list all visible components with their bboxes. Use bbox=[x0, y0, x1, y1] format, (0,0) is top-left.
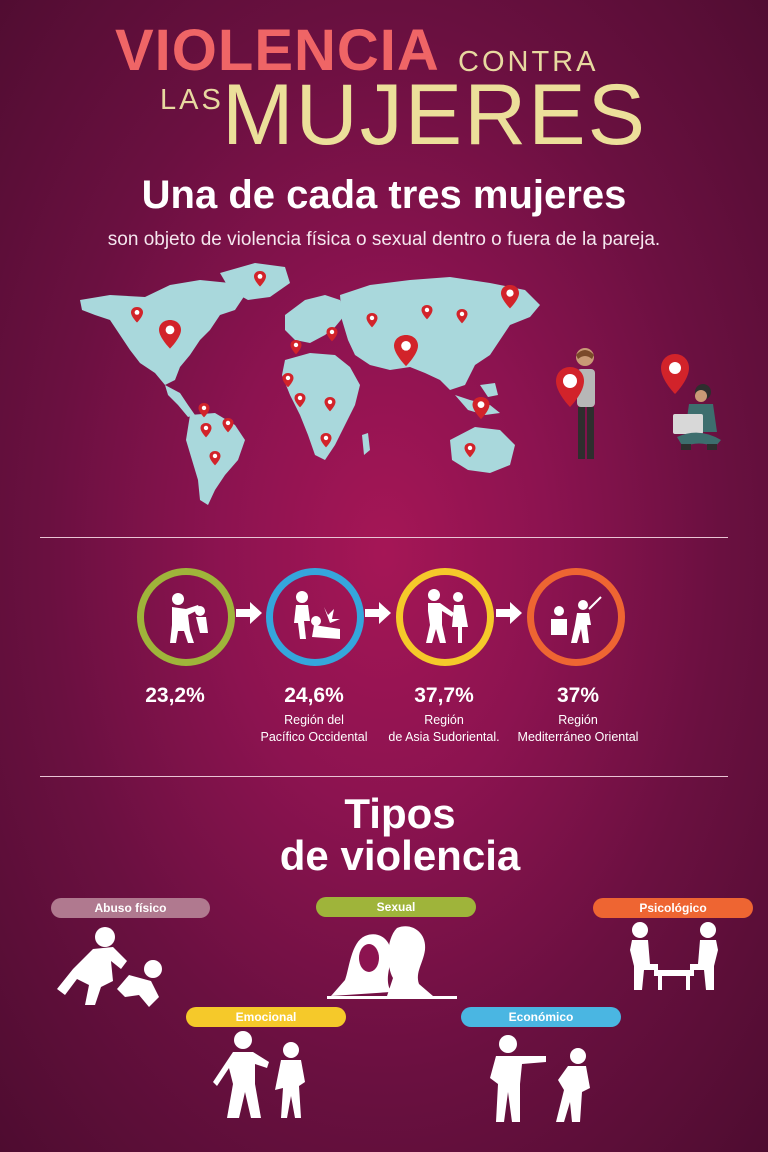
tipo-label-emocional: Emocional bbox=[186, 1007, 346, 1027]
divider-top bbox=[40, 537, 728, 538]
pulling-violence-icon bbox=[426, 589, 468, 643]
stat-value-1: 23,2% bbox=[145, 684, 205, 707]
physical-abuse-icon bbox=[57, 927, 162, 1007]
divider-bottom bbox=[40, 776, 728, 777]
stat-region-3-line1: Región bbox=[424, 713, 464, 727]
stat-ring-4 bbox=[527, 568, 625, 666]
stat-ring-3 bbox=[396, 568, 494, 666]
title-violencia: VIOLENCIA bbox=[115, 18, 440, 83]
tipos-title-line1: Tipos bbox=[344, 790, 456, 837]
tipo-label-abuso-fisico: Abuso físico bbox=[51, 898, 210, 918]
stat-region-4-line1: Región bbox=[558, 713, 598, 727]
headline: Una de cada tres mujeres bbox=[141, 173, 627, 217]
tipo-label-psicologico: Psicológico bbox=[593, 898, 753, 918]
world-map-icon bbox=[80, 263, 540, 505]
stat-value-4: 37% bbox=[556, 684, 600, 707]
physical-violence-icon bbox=[170, 593, 208, 643]
arrow-right-icon bbox=[236, 602, 262, 624]
tipos-title-line2: de violencia bbox=[279, 832, 521, 879]
stat-region-3-line2: de Asia Sudoriental. bbox=[388, 729, 500, 744]
stat-region-2-line2: Pacífico Occidental bbox=[260, 729, 368, 744]
economic-violence-icon bbox=[490, 1035, 590, 1122]
arrow-right-icon bbox=[365, 602, 391, 624]
stat-value-2: 24,6% bbox=[284, 684, 344, 707]
violence-kicking-icon bbox=[294, 591, 340, 639]
stat-region-4: Región Mediterráneo Oriental bbox=[493, 712, 663, 746]
emotional-violence-icon bbox=[213, 1031, 305, 1118]
subheadline: son objeto de violencia física o sexual … bbox=[107, 229, 661, 250]
stat-region-2: Región del Pacífico Occidental bbox=[229, 712, 399, 746]
stat-region-4-line2: Mediterráneo Oriental bbox=[517, 729, 639, 744]
stat-ring-2 bbox=[266, 568, 364, 666]
arrow-right-icon bbox=[496, 602, 522, 624]
stat-region-2-line1: Región del bbox=[284, 713, 344, 727]
title-las: LAS bbox=[160, 84, 224, 116]
title-contra: CONTRA bbox=[458, 46, 599, 78]
woman-with-laptop-icon bbox=[661, 354, 721, 450]
whipping-violence-icon bbox=[551, 596, 602, 643]
tipo-label-sexual: Sexual bbox=[316, 897, 476, 917]
stat-value-3: 37,7% bbox=[414, 684, 474, 707]
woman-holding-pin-icon bbox=[556, 348, 595, 459]
stat-region-3: Región de Asia Sudoriental. bbox=[359, 712, 529, 746]
psychological-violence-icon bbox=[630, 922, 718, 990]
title-mujeres: MUJERES bbox=[222, 67, 647, 163]
sexual-violence-icon bbox=[327, 926, 457, 999]
tipo-label-economico: Económico bbox=[461, 1007, 621, 1027]
stat-ring-1 bbox=[137, 568, 235, 666]
